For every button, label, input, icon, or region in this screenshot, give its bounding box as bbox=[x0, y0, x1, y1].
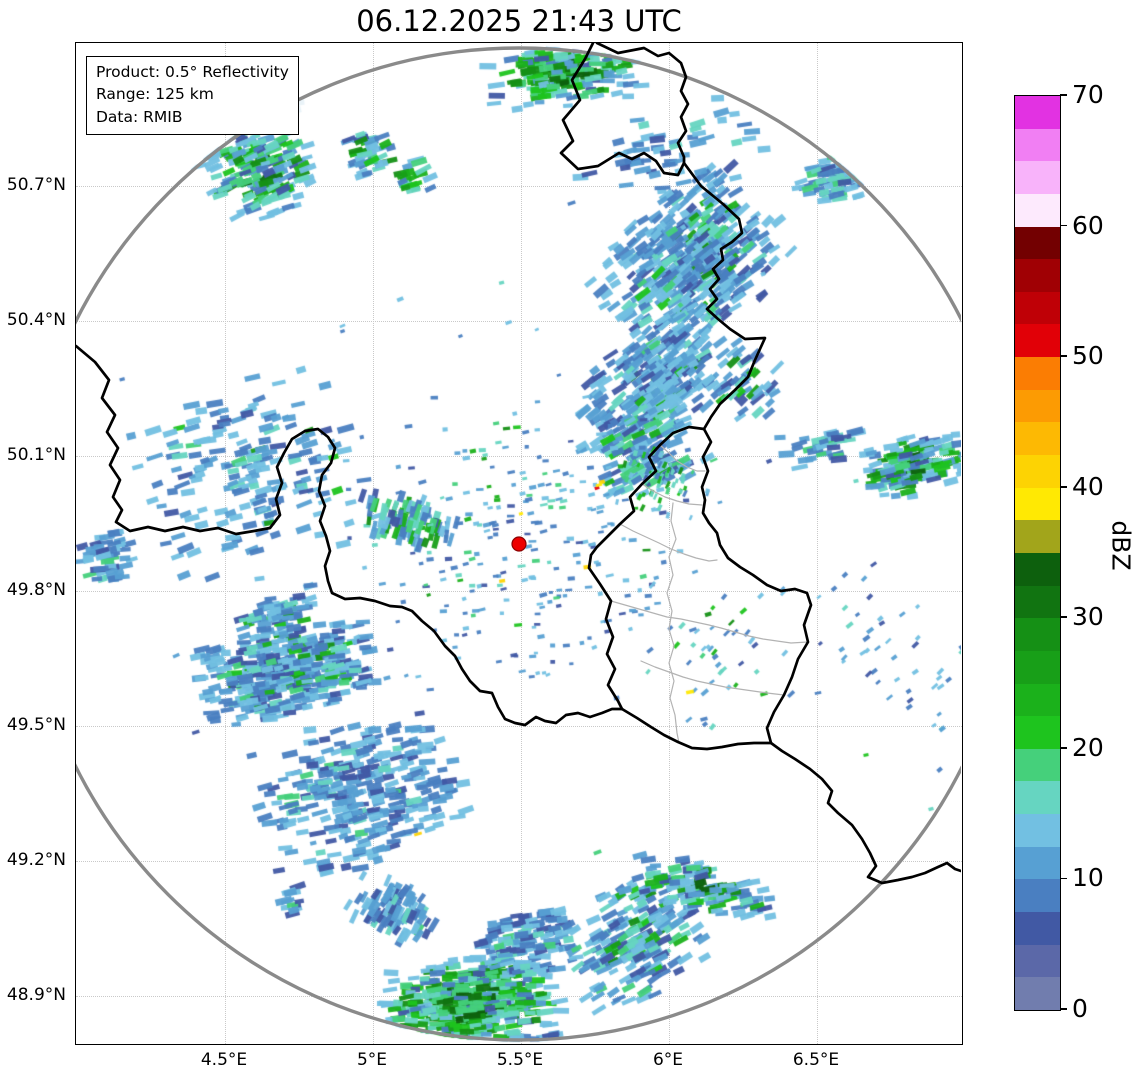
colorbar-tick-label: 70 bbox=[1072, 80, 1104, 109]
lon-tick-label: 6.5°E bbox=[792, 1050, 840, 1070]
colorbar-tick-label: 0 bbox=[1072, 994, 1088, 1023]
range-circle bbox=[76, 46, 961, 1042]
colorbar-tick-label: 60 bbox=[1072, 210, 1104, 240]
colorbar-tick-mark bbox=[1060, 616, 1067, 619]
colorbar-block bbox=[1015, 96, 1060, 129]
colorbar-block bbox=[1015, 259, 1060, 292]
colorbar-block bbox=[1015, 716, 1060, 749]
colorbar-unit-label: dBZ bbox=[1106, 520, 1136, 571]
colorbar-block bbox=[1015, 585, 1060, 619]
colorbar-block bbox=[1015, 161, 1060, 194]
country-border bbox=[587, 425, 706, 711]
radar-map-plot: Product: 0.5° Reflectivity Range: 125 km… bbox=[75, 42, 963, 1045]
admin-border-gray bbox=[641, 483, 703, 506]
colorbar-tick-mark bbox=[1060, 355, 1067, 357]
country-border bbox=[769, 741, 961, 885]
colorbar-tick-mark bbox=[1060, 877, 1067, 880]
map-borders-layer bbox=[76, 43, 961, 1042]
figure-title: 06.12.2025 21:43 UTC bbox=[356, 4, 682, 38]
colorbar-tick-label: 20 bbox=[1072, 732, 1104, 762]
colorbar-block bbox=[1015, 455, 1060, 488]
country-border bbox=[595, 43, 690, 165]
colorbar-block bbox=[1015, 781, 1060, 815]
lon-tick-label: 6°E bbox=[652, 1050, 684, 1070]
admin-border-gray bbox=[610, 600, 809, 644]
admin-border-gray bbox=[619, 523, 718, 562]
colorbar-block bbox=[1015, 193, 1060, 227]
lat-tick-label: 49.5°N bbox=[6, 715, 66, 735]
lat-tick-label: 49.8°N bbox=[6, 580, 66, 600]
lon-tick-label: 5.5°E bbox=[496, 1050, 544, 1070]
lon-tick-label: 4.5°E bbox=[200, 1050, 248, 1070]
colorbar-block bbox=[1015, 422, 1060, 456]
country-border bbox=[700, 427, 813, 745]
product-info-line: Product: 0.5° Reflectivity bbox=[96, 63, 289, 81]
colorbar-tick-label: 30 bbox=[1072, 602, 1104, 632]
country-border bbox=[76, 344, 624, 727]
colorbar-block bbox=[1015, 683, 1060, 717]
colorbar-block bbox=[1015, 226, 1060, 260]
lon-tick-label: 5°E bbox=[356, 1050, 388, 1070]
colorbar-tick-label: 50 bbox=[1072, 341, 1104, 371]
colorbar-block bbox=[1015, 814, 1060, 847]
colorbar-tick-label: 10 bbox=[1072, 863, 1104, 893]
colorbar-block bbox=[1015, 487, 1060, 521]
admin-border-gray bbox=[659, 444, 706, 472]
lat-tick-label: 48.9°N bbox=[6, 985, 66, 1005]
colorbar-tick-mark bbox=[1060, 224, 1067, 227]
colorbar-block bbox=[1015, 291, 1060, 325]
colorbar-block bbox=[1015, 357, 1060, 390]
country-border bbox=[559, 43, 686, 177]
colorbar-tick-mark bbox=[1060, 747, 1067, 749]
colorbar-block bbox=[1015, 324, 1060, 358]
colorbar-block bbox=[1015, 912, 1060, 945]
country-border bbox=[682, 161, 767, 431]
lat-tick-label: 50.1°N bbox=[6, 445, 66, 465]
colorbar-block bbox=[1015, 650, 1060, 684]
colorbar-block bbox=[1015, 389, 1060, 423]
range-info-line: Range: 125 km bbox=[96, 85, 214, 104]
radar-site-marker bbox=[511, 536, 527, 552]
colorbar-block bbox=[1015, 618, 1060, 651]
data-source-line: Data: RMIB bbox=[96, 107, 183, 126]
colorbar-tick-mark bbox=[1060, 485, 1067, 488]
lat-tick-label: 50.7°N bbox=[6, 175, 66, 195]
admin-border-gray bbox=[666, 502, 680, 744]
product-info-box: Product: 0.5° Reflectivity Range: 125 km… bbox=[86, 56, 299, 136]
colorbar-block bbox=[1015, 128, 1060, 162]
colorbar-block bbox=[1015, 748, 1060, 782]
colorbar-block bbox=[1015, 879, 1060, 913]
lat-tick-label: 50.4°N bbox=[6, 310, 66, 330]
colorbar-tick-label: 40 bbox=[1072, 471, 1104, 501]
colorbar-tick-mark bbox=[1060, 1008, 1067, 1010]
colorbar bbox=[1014, 95, 1061, 1011]
colorbar-tick-mark bbox=[1060, 94, 1067, 96]
colorbar-block bbox=[1015, 944, 1060, 978]
colorbar-block bbox=[1015, 552, 1060, 586]
admin-border-gray bbox=[640, 660, 785, 696]
country-border bbox=[620, 707, 773, 751]
colorbar-block bbox=[1015, 846, 1060, 880]
lat-tick-label: 49.2°N bbox=[6, 850, 66, 870]
colorbar-block bbox=[1015, 520, 1060, 553]
colorbar-block bbox=[1015, 977, 1060, 1010]
